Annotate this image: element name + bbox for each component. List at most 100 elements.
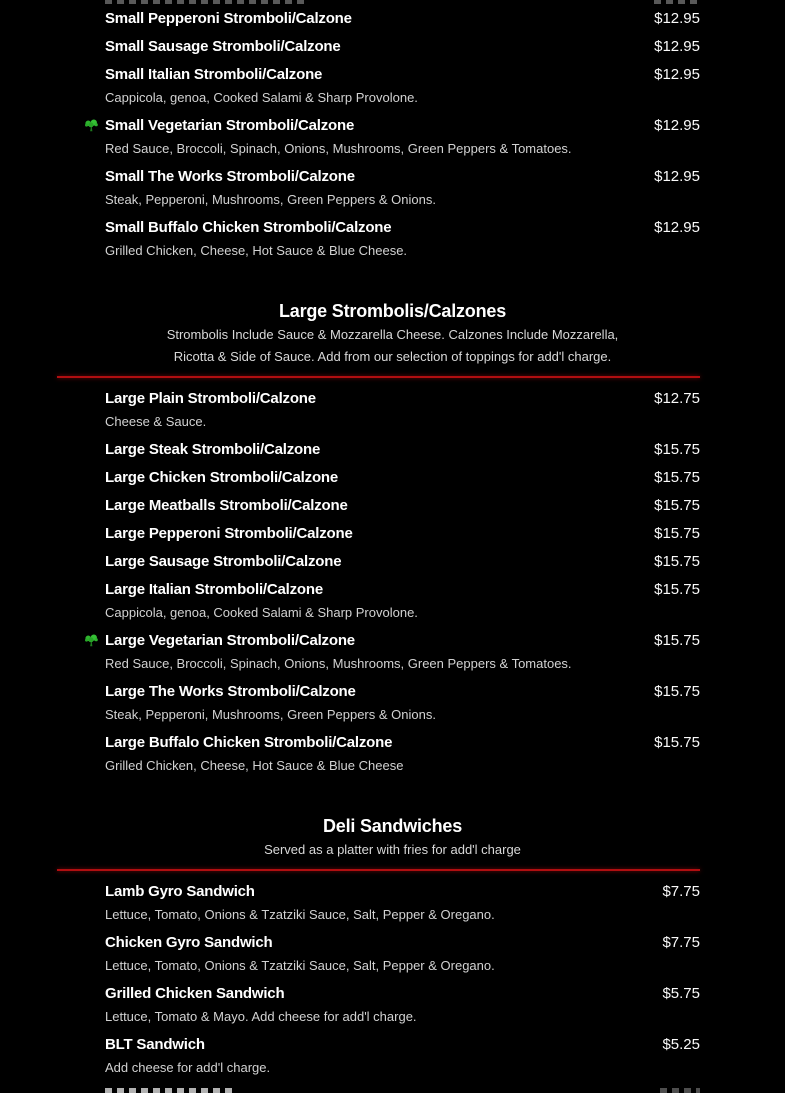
item-price: $15.75 — [654, 441, 700, 458]
item-price: $15.75 — [654, 632, 700, 649]
menu-item[interactable]: Large Sausage Stromboli/Calzone $15.75 — [105, 550, 700, 573]
item-price: $15.75 — [654, 683, 700, 700]
item-description: Red Sauce, Broccoli, Spinach, Onions, Mu… — [105, 141, 572, 156]
item-name: Small Italian Stromboli/Calzone — [105, 66, 323, 83]
menu-item-row: Large Vegetarian Stromboli/Calzone $15.75 — [85, 629, 700, 652]
item-description: Steak, Pepperoni, Mushrooms, Green Peppe… — [105, 192, 436, 207]
item-price: $12.95 — [654, 10, 700, 27]
item-price: $15.75 — [654, 553, 700, 570]
item-description: Grilled Chicken, Cheese, Hot Sauce & Blu… — [105, 243, 408, 258]
item-price: $5.75 — [662, 985, 700, 1002]
vegetarian-broccoli-icon — [84, 118, 99, 133]
item-price: $15.75 — [654, 469, 700, 486]
menu-item[interactable]: Small Pepperoni Stromboli/Calzone $12.95 — [105, 7, 700, 30]
menu-item-row: Large Steak Stromboli/Calzone $15.75 — [105, 438, 700, 461]
menu-item-row: Small Buffalo Chicken Stromboli/Calzone $… — [105, 216, 700, 239]
item-description: Lettuce, Tomato & Mayo. Add cheese for a… — [105, 1009, 417, 1024]
clipped-menu-item-top-price — [654, 0, 700, 4]
item-name: Large Meatballs Stromboli/Calzone — [105, 497, 348, 514]
item-name: Large Vegetarian Stromboli/Calzone — [105, 632, 355, 649]
clipped-menu-item-bottom — [105, 1088, 237, 1093]
menu-item-row: Small Italian Stromboli/Calzone $12.95 — [105, 63, 700, 86]
menu-item[interactable]: Chicken Gyro Sandwich $7.75 Lettuce, Tomat… — [105, 931, 700, 977]
menu-item[interactable]: Large Chicken Stromboli/Calzone $15.75 — [105, 466, 700, 489]
menu-item-row: Lamb Gyro Sandwich $7.75 — [105, 880, 700, 903]
item-name: Large Sausage Stromboli/Calzone — [105, 553, 342, 570]
item-description: Steak, Pepperoni, Mushrooms, Green Peppe… — [105, 707, 436, 722]
menu-item[interactable]: Large Vegetarian Stromboli/Calzone $15.75… — [85, 629, 700, 675]
item-price: $15.75 — [654, 497, 700, 514]
item-description: Cappicola, genoa, Cooked Salami & Sharp … — [105, 605, 418, 620]
item-price: $12.95 — [654, 38, 700, 55]
menu-item[interactable]: Small Vegetarian Stromboli/Calzone $12.95… — [85, 114, 700, 160]
item-name: Grilled Chicken Sandwich — [105, 985, 285, 1002]
item-description: Cheese & Sauce. — [105, 414, 207, 429]
section-title: Large Strombolis/Calzones — [278, 301, 507, 321]
item-name: Large Italian Stromboli/Calzone — [105, 581, 324, 598]
item-name: Small Sausage Stromboli/Calzone — [105, 38, 341, 55]
item-name: Small Buffalo Chicken Stromboli/Calzone — [105, 219, 392, 236]
section-header: Large Strombolis/Calzones Strombolis Incl… — [0, 298, 785, 368]
menu-item-row: Large Buffalo Chicken Stromboli/Calzone $… — [105, 731, 700, 754]
menu-item-row: Large Pepperoni Stromboli/Calzone $15.75 — [105, 522, 700, 545]
clipped-menu-item-top — [105, 0, 305, 4]
item-description: Lettuce, Tomato, Onions & Tzatziki Sauce… — [105, 958, 495, 973]
menu-item-row: Chicken Gyro Sandwich $7.75 — [105, 931, 700, 954]
item-price: $15.75 — [654, 525, 700, 542]
menu-item-row: Small Vegetarian Stromboli/Calzone $12.95 — [85, 114, 700, 137]
item-description: Lettuce, Tomato, Onions & Tzatziki Sauce… — [105, 907, 495, 922]
menu-item[interactable]: Large Meatballs Stromboli/Calzone $15.75 — [105, 494, 700, 517]
item-name: Large Steak Stromboli/Calzone — [105, 441, 321, 458]
menu-item[interactable]: BLT Sandwich $5.25 Add cheese for add'l ch… — [105, 1033, 700, 1079]
item-price: $12.95 — [654, 219, 700, 236]
item-name: Lamb Gyro Sandwich — [105, 883, 255, 900]
menu-item-row: Large Plain Stromboli/Calzone $12.75 — [105, 387, 700, 410]
menu-item[interactable]: Lamb Gyro Sandwich $7.75 Lettuce, Tomato, … — [105, 880, 700, 926]
menu-item[interactable]: Small Sausage Stromboli/Calzone $12.95 — [105, 35, 700, 58]
item-name: Small Vegetarian Stromboli/Calzone — [105, 117, 355, 134]
vegetarian-broccoli-icon — [84, 633, 99, 648]
section-title: Deli Sandwiches — [322, 816, 463, 836]
menu-item-row: Large The Works Stromboli/Calzone $15.75 — [105, 680, 700, 703]
section-header: Deli Sandwiches Served as a platter with … — [0, 813, 785, 861]
menu-item[interactable]: Large Plain Stromboli/Calzone $12.75 Chees… — [105, 387, 700, 433]
item-price: $7.75 — [662, 934, 700, 951]
menu-item[interactable]: Grilled Chicken Sandwich $5.75 Lettuce, To… — [105, 982, 700, 1028]
item-name: Chicken Gyro Sandwich — [105, 934, 273, 951]
item-description: Red Sauce, Broccoli, Spinach, Onions, Mu… — [105, 656, 572, 671]
menu-item[interactable]: Small The Works Stromboli/Calzone $12.95 S… — [105, 165, 700, 211]
item-price: $15.75 — [654, 734, 700, 751]
item-name: Large Buffalo Chicken Stromboli/Calzone — [105, 734, 393, 751]
menu-section-small-strombolis-calzones-continued: Small Pepperoni Stromboli/Calzone $12.95 S… — [85, 7, 700, 262]
item-name: Large Plain Stromboli/Calzone — [105, 390, 316, 407]
menu-item[interactable]: Large Pepperoni Stromboli/Calzone $15.75 — [105, 522, 700, 545]
item-name: Large Pepperoni Stromboli/Calzone — [105, 525, 353, 542]
menu-item[interactable]: Small Buffalo Chicken Stromboli/Calzone $… — [105, 216, 700, 262]
item-price: $15.75 — [654, 581, 700, 598]
menu-item-row: Grilled Chicken Sandwich $5.75 — [105, 982, 700, 1005]
menu-item[interactable]: Large Italian Stromboli/Calzone $15.75 Cap… — [105, 578, 700, 624]
item-description: Add cheese for add'l charge. — [105, 1060, 271, 1075]
menu-item-row: Large Sausage Stromboli/Calzone $15.75 — [105, 550, 700, 573]
item-name: Large Chicken Stromboli/Calzone — [105, 469, 339, 486]
item-price: $12.75 — [654, 390, 700, 407]
item-price: $7.75 — [662, 883, 700, 900]
menu-item[interactable]: Large Buffalo Chicken Stromboli/Calzone $… — [105, 731, 700, 777]
item-price: $12.95 — [654, 66, 700, 83]
menu-item[interactable]: Large The Works Stromboli/Calzone $15.75 S… — [105, 680, 700, 726]
menu-item[interactable]: Large Steak Stromboli/Calzone $15.75 — [105, 438, 700, 461]
item-description: Grilled Chicken, Cheese, Hot Sauce & Blu… — [105, 758, 404, 773]
item-name: Large The Works Stromboli/Calzone — [105, 683, 356, 700]
menu-section-deli-sandwiches: Deli Sandwiches Served as a platter with … — [57, 813, 700, 1079]
section-divider — [57, 376, 700, 378]
menu-item[interactable]: Small Italian Stromboli/Calzone $12.95 Cap… — [105, 63, 700, 109]
menu-item-row: BLT Sandwich $5.25 — [105, 1033, 700, 1056]
menu-item-row: Large Meatballs Stromboli/Calzone $15.75 — [105, 494, 700, 517]
item-name: BLT Sandwich — [105, 1036, 205, 1053]
section-subtitle-line: Served as a platter with fries for add'l… — [264, 842, 521, 857]
item-price: $12.95 — [654, 168, 700, 185]
clipped-menu-item-bottom-price — [660, 1088, 700, 1093]
menu-section-large-strombolis-calzones: Large Strombolis/Calzones Strombolis Incl… — [57, 298, 700, 777]
menu-item-row: Small The Works Stromboli/Calzone $12.95 — [105, 165, 700, 188]
